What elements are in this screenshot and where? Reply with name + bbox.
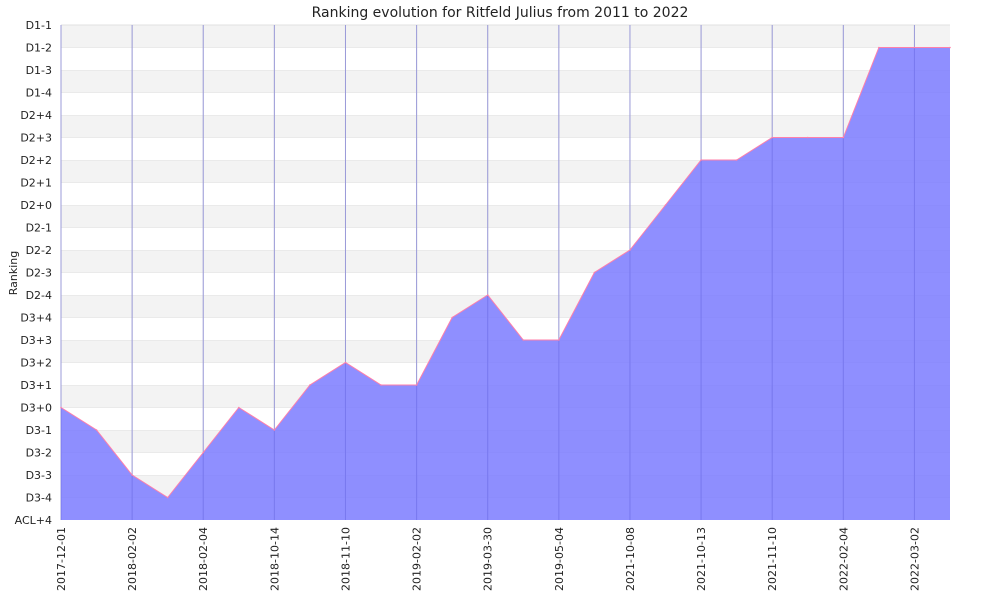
x-tick-label: 2019-02-02 [411, 527, 424, 591]
data-point [806, 136, 809, 139]
data-point [95, 429, 98, 431]
grid-band [61, 25, 950, 48]
data-point [131, 474, 133, 476]
y-tick-label: D3+3 [20, 334, 52, 347]
data-point [380, 384, 382, 386]
y-tick-label: ACL+4 [15, 514, 52, 527]
y-tick-label: D3-1 [26, 424, 52, 437]
y-tick-label: D3+4 [20, 312, 52, 325]
x-tick-label: 2018-02-02 [126, 527, 139, 591]
data-point [486, 294, 489, 296]
y-tick-label: D2+0 [20, 199, 52, 212]
x-tick-label: 2021-10-13 [695, 527, 708, 591]
y-tick-label: D2+2 [20, 154, 52, 167]
data-point [878, 46, 880, 49]
y-tick-label: D3+2 [20, 357, 52, 370]
grid-band [61, 47, 950, 70]
y-tick-labels: ACL+4 D3-4 D3-3 D3-2 D3-1 D3+0 D3+1 D3+2 D3+3 D3+… [15, 19, 52, 527]
y-tick-label: D2-1 [26, 222, 52, 235]
y-tick-label: D1-2 [26, 42, 52, 55]
x-tick-label: 2022-03-02 [908, 527, 921, 591]
series-line [60, 47, 950, 499]
y-tick-label: D2-2 [26, 244, 52, 257]
data-point [558, 339, 560, 341]
data-point [309, 384, 311, 386]
y-tick-label: D3-4 [26, 492, 52, 505]
grid-band [61, 115, 950, 138]
x-tick-label: 2017-12-01 [55, 527, 68, 591]
data-point [735, 159, 738, 161]
grid-band [61, 137, 950, 160]
y-tick-label: D2-3 [26, 267, 52, 280]
data-point [522, 339, 525, 341]
data-point [273, 429, 276, 431]
data-point [842, 136, 845, 139]
y-tick-label: D3+1 [20, 379, 52, 392]
data-point [700, 159, 702, 161]
grid-band [61, 92, 950, 115]
data-point [451, 316, 453, 319]
data-point [949, 46, 951, 49]
data-point [629, 249, 631, 251]
x-tick-labels: 2017-12-01 2018-02-02 2018-02-04 2018-10-14… [55, 527, 921, 591]
x-tick-label: 2019-05-04 [553, 527, 566, 591]
y-tick-label: D3+0 [20, 402, 52, 415]
y-tick-label: D2+4 [20, 109, 52, 122]
area-series [60, 25, 951, 520]
y-axis-label: Ranking [7, 251, 20, 296]
x-tick-label: 2018-11-10 [339, 527, 352, 591]
data-point [415, 384, 418, 386]
data-point [771, 136, 773, 139]
area-fill [61, 47, 950, 520]
y-tick-label: D2-4 [26, 289, 52, 302]
data-point [913, 46, 916, 49]
y-tick-label: D2+1 [20, 177, 52, 190]
y-tick-label: D2+3 [20, 132, 52, 145]
x-tick-label: 2018-10-14 [268, 527, 281, 591]
x-tick-label: 2019-03-30 [482, 527, 495, 591]
data-point [202, 451, 205, 454]
x-tick-label: 2022-02-04 [837, 527, 850, 591]
data-point [238, 406, 240, 409]
y-tick-label: D3-2 [26, 447, 52, 460]
x-tick-label: 2018-02-04 [197, 527, 210, 591]
chart-title: Ranking evolution for Ritfeld Julius fro… [312, 5, 689, 21]
x-tick-label: 2021-11-10 [766, 527, 779, 591]
data-point [664, 204, 667, 206]
grid-band [61, 70, 950, 93]
data-point [593, 271, 596, 274]
data-point [60, 406, 62, 409]
y-tick-label: D1-4 [26, 87, 52, 100]
y-tick-label: D1-3 [26, 64, 52, 77]
data-point [166, 496, 169, 499]
data-point [344, 361, 347, 364]
x-tick-label: 2021-10-08 [624, 527, 637, 591]
y-tick-label: D1-1 [26, 19, 52, 32]
y-tick-label: D3-3 [26, 469, 52, 482]
